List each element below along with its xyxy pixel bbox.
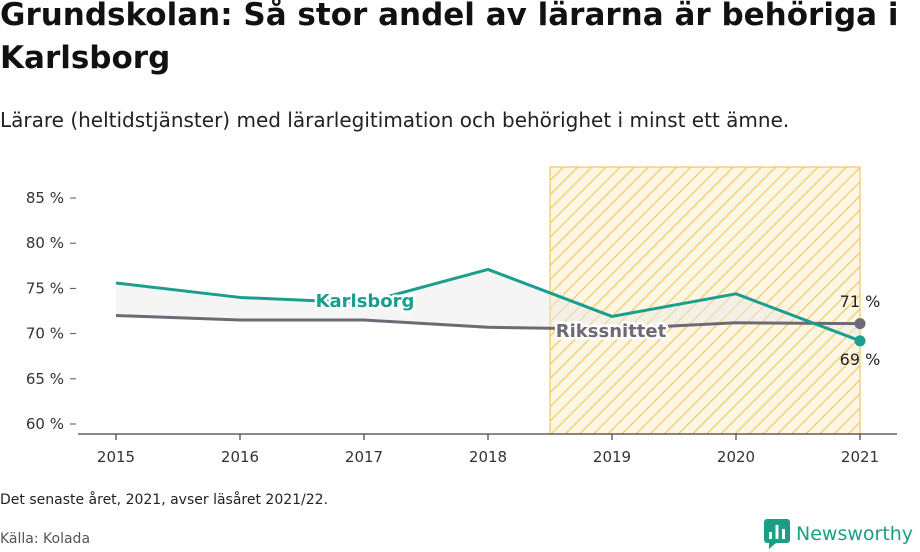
- footnote: Det senaste året, 2021, avser läsåret 20…: [0, 492, 329, 508]
- series-label-karlsborg: Karlsborg: [316, 291, 415, 312]
- chart-subtitle: Lärare (heltidstjänster) med lärarlegiti…: [0, 108, 790, 132]
- x-tick-label: 2019: [593, 448, 631, 466]
- series-label-rikssnittet-halo: Rikssnittet: [556, 321, 667, 342]
- x-tick-label: 2021: [841, 448, 879, 466]
- series-line-rikssnittet: [115, 314, 861, 331]
- x-tick-label: 2016: [221, 448, 259, 466]
- brand-logo: Newsworthy: [764, 518, 913, 550]
- newsworthy-logo-icon: [764, 519, 790, 549]
- series-line-karlsborg: [115, 267, 861, 343]
- end-label-rikssnittet: 71 %: [840, 292, 881, 311]
- brand-name: Newsworthy: [796, 523, 914, 545]
- line-chart: 60 % 65 % 70 % 75 % 80 % 85 % 2015 2016 2017 201…: [26, 166, 897, 466]
- chart-title: Grundskolan: Så stor andel av lärarna är…: [0, 0, 899, 76]
- source-text: Källa: Kolada: [0, 531, 91, 547]
- end-point-karlsborg: [854, 335, 866, 347]
- y-tick-label: 80 %: [26, 234, 64, 252]
- x-tick-label: 2018: [469, 448, 507, 466]
- y-tick-label: 75 %: [26, 279, 64, 297]
- end-label-karlsborg: 69 %: [840, 350, 881, 369]
- x-tick-label: 2020: [717, 448, 755, 466]
- y-tick-label: 70 %: [26, 325, 64, 343]
- x-tick-label: 2017: [345, 448, 383, 466]
- y-tick-label: 65 %: [26, 370, 64, 388]
- x-tick-label: 2015: [97, 448, 135, 466]
- series-label-karlsborg-halo: Karlsborg: [316, 291, 415, 312]
- series-label-rikssnittet: Rikssnittet: [556, 321, 667, 342]
- end-point-rikssnittet: [854, 318, 866, 330]
- gap-area: [116, 269, 860, 341]
- y-tick-label: 60 %: [26, 415, 64, 433]
- y-tick-label: 85 %: [26, 189, 64, 207]
